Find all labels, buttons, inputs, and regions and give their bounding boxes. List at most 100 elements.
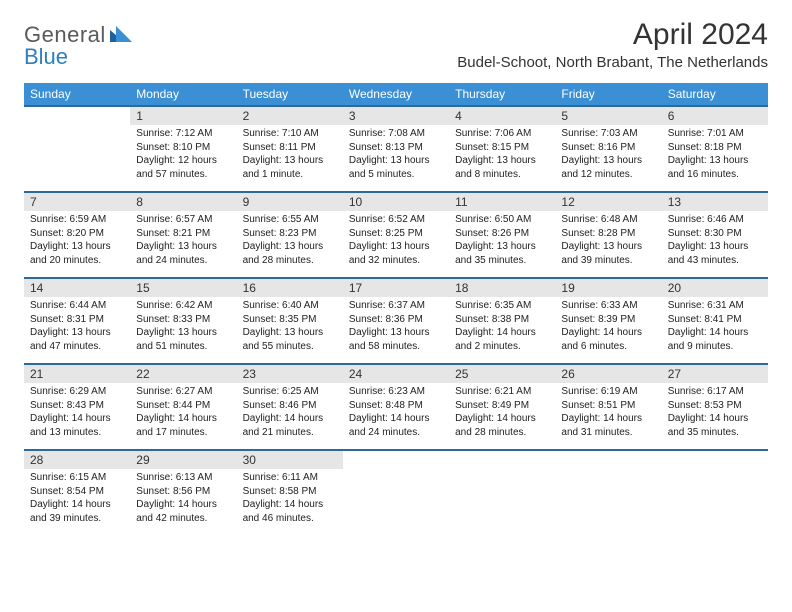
sunset-text: Sunset: 8:33 PM (136, 313, 230, 327)
sunset-text: Sunset: 8:43 PM (30, 399, 124, 413)
day-cell: 25Sunrise: 6:21 AMSunset: 8:49 PMDayligh… (449, 364, 555, 450)
sunset-text: Sunset: 8:11 PM (243, 141, 337, 155)
sunset-text: Sunset: 8:23 PM (243, 227, 337, 241)
sunset-text: Sunset: 8:54 PM (30, 485, 124, 499)
sunrise-text: Sunrise: 6:19 AM (561, 385, 655, 399)
page-header: General April 2024 Budel-Schoot, North B… (24, 18, 768, 77)
day-number: 26 (555, 365, 661, 383)
daylight-text: Daylight: 13 hours and 51 minutes. (136, 326, 230, 353)
sunrise-text: Sunrise: 6:48 AM (561, 213, 655, 227)
day-info: Sunrise: 6:50 AMSunset: 8:26 PMDaylight:… (449, 211, 555, 271)
sunrise-text: Sunrise: 6:23 AM (349, 385, 443, 399)
sunrise-text: Sunrise: 7:08 AM (349, 127, 443, 141)
day-number: 10 (343, 193, 449, 211)
day-header-wed: Wednesday (343, 83, 449, 106)
day-number: 19 (555, 279, 661, 297)
sunset-text: Sunset: 8:13 PM (349, 141, 443, 155)
day-cell: 13Sunrise: 6:46 AMSunset: 8:30 PMDayligh… (662, 192, 768, 278)
daylight-text: Daylight: 14 hours and 17 minutes. (136, 412, 230, 439)
sunset-text: Sunset: 8:26 PM (455, 227, 549, 241)
day-cell: 1Sunrise: 7:12 AMSunset: 8:10 PMDaylight… (130, 106, 236, 192)
sunset-text: Sunset: 8:16 PM (561, 141, 655, 155)
day-cell: 27Sunrise: 6:17 AMSunset: 8:53 PMDayligh… (662, 364, 768, 450)
day-info: Sunrise: 7:12 AMSunset: 8:10 PMDaylight:… (130, 125, 236, 185)
logo-text-2: Blue (24, 44, 68, 70)
day-info: Sunrise: 6:17 AMSunset: 8:53 PMDaylight:… (662, 383, 768, 443)
daylight-text: Daylight: 13 hours and 39 minutes. (561, 240, 655, 267)
day-number: 7 (24, 193, 130, 211)
sunrise-text: Sunrise: 6:31 AM (668, 299, 762, 313)
day-info: Sunrise: 6:37 AMSunset: 8:36 PMDaylight:… (343, 297, 449, 357)
day-number: 12 (555, 193, 661, 211)
daylight-text: Daylight: 14 hours and 6 minutes. (561, 326, 655, 353)
sunrise-text: Sunrise: 6:33 AM (561, 299, 655, 313)
sunrise-text: Sunrise: 6:21 AM (455, 385, 549, 399)
sunset-text: Sunset: 8:53 PM (668, 399, 762, 413)
day-number: 3 (343, 107, 449, 125)
logo-triangle-icon (110, 26, 132, 47)
daylight-text: Daylight: 14 hours and 9 minutes. (668, 326, 762, 353)
day-number: 17 (343, 279, 449, 297)
day-info: Sunrise: 6:11 AMSunset: 8:58 PMDaylight:… (237, 469, 343, 529)
day-cell: 29Sunrise: 6:13 AMSunset: 8:56 PMDayligh… (130, 450, 236, 536)
day-number: 13 (662, 193, 768, 211)
sunrise-text: Sunrise: 6:55 AM (243, 213, 337, 227)
sunrise-text: Sunrise: 7:01 AM (668, 127, 762, 141)
sunset-text: Sunset: 8:51 PM (561, 399, 655, 413)
sunrise-text: Sunrise: 6:57 AM (136, 213, 230, 227)
week-row: 1Sunrise: 7:12 AMSunset: 8:10 PMDaylight… (24, 106, 768, 192)
daylight-text: Daylight: 13 hours and 58 minutes. (349, 326, 443, 353)
day-header-sat: Saturday (662, 83, 768, 106)
title-block: April 2024 Budel-Schoot, North Brabant, … (457, 18, 768, 77)
day-info: Sunrise: 6:31 AMSunset: 8:41 PMDaylight:… (662, 297, 768, 357)
sunset-text: Sunset: 8:36 PM (349, 313, 443, 327)
day-number: 29 (130, 451, 236, 469)
day-info: Sunrise: 6:19 AMSunset: 8:51 PMDaylight:… (555, 383, 661, 443)
daylight-text: Daylight: 14 hours and 28 minutes. (455, 412, 549, 439)
week-row: 14Sunrise: 6:44 AMSunset: 8:31 PMDayligh… (24, 278, 768, 364)
day-cell: 23Sunrise: 6:25 AMSunset: 8:46 PMDayligh… (237, 364, 343, 450)
daylight-text: Daylight: 13 hours and 16 minutes. (668, 154, 762, 181)
sunrise-text: Sunrise: 6:44 AM (30, 299, 124, 313)
sunrise-text: Sunrise: 6:46 AM (668, 213, 762, 227)
daylight-text: Daylight: 14 hours and 21 minutes. (243, 412, 337, 439)
day-cell: 8Sunrise: 6:57 AMSunset: 8:21 PMDaylight… (130, 192, 236, 278)
sunrise-text: Sunrise: 6:29 AM (30, 385, 124, 399)
sunrise-text: Sunrise: 7:06 AM (455, 127, 549, 141)
day-header-mon: Monday (130, 83, 236, 106)
day-cell: 22Sunrise: 6:27 AMSunset: 8:44 PMDayligh… (130, 364, 236, 450)
day-cell: 16Sunrise: 6:40 AMSunset: 8:35 PMDayligh… (237, 278, 343, 364)
daylight-text: Daylight: 13 hours and 47 minutes. (30, 326, 124, 353)
day-number: 30 (237, 451, 343, 469)
day-info: Sunrise: 6:55 AMSunset: 8:23 PMDaylight:… (237, 211, 343, 271)
sunrise-text: Sunrise: 6:17 AM (668, 385, 762, 399)
sunrise-text: Sunrise: 6:50 AM (455, 213, 549, 227)
calendar-body: 1Sunrise: 7:12 AMSunset: 8:10 PMDaylight… (24, 106, 768, 536)
sunset-text: Sunset: 8:25 PM (349, 227, 443, 241)
day-cell: 11Sunrise: 6:50 AMSunset: 8:26 PMDayligh… (449, 192, 555, 278)
daylight-text: Daylight: 12 hours and 57 minutes. (136, 154, 230, 181)
sunset-text: Sunset: 8:31 PM (30, 313, 124, 327)
sunrise-text: Sunrise: 6:59 AM (30, 213, 124, 227)
daylight-text: Daylight: 13 hours and 8 minutes. (455, 154, 549, 181)
day-number: 23 (237, 365, 343, 383)
daylight-text: Daylight: 14 hours and 31 minutes. (561, 412, 655, 439)
day-info: Sunrise: 6:29 AMSunset: 8:43 PMDaylight:… (24, 383, 130, 443)
day-number: 16 (237, 279, 343, 297)
day-number: 15 (130, 279, 236, 297)
day-number: 4 (449, 107, 555, 125)
day-info: Sunrise: 6:35 AMSunset: 8:38 PMDaylight:… (449, 297, 555, 357)
day-number: 9 (237, 193, 343, 211)
daylight-text: Daylight: 13 hours and 1 minute. (243, 154, 337, 181)
day-info: Sunrise: 6:40 AMSunset: 8:35 PMDaylight:… (237, 297, 343, 357)
day-header-thu: Thursday (449, 83, 555, 106)
daylight-text: Daylight: 13 hours and 55 minutes. (243, 326, 337, 353)
day-header-tue: Tuesday (237, 83, 343, 106)
day-cell: 9Sunrise: 6:55 AMSunset: 8:23 PMDaylight… (237, 192, 343, 278)
day-header-sun: Sunday (24, 83, 130, 106)
daylight-text: Daylight: 13 hours and 43 minutes. (668, 240, 762, 267)
sunset-text: Sunset: 8:10 PM (136, 141, 230, 155)
sunset-text: Sunset: 8:41 PM (668, 313, 762, 327)
day-info: Sunrise: 7:10 AMSunset: 8:11 PMDaylight:… (237, 125, 343, 185)
day-cell: 10Sunrise: 6:52 AMSunset: 8:25 PMDayligh… (343, 192, 449, 278)
